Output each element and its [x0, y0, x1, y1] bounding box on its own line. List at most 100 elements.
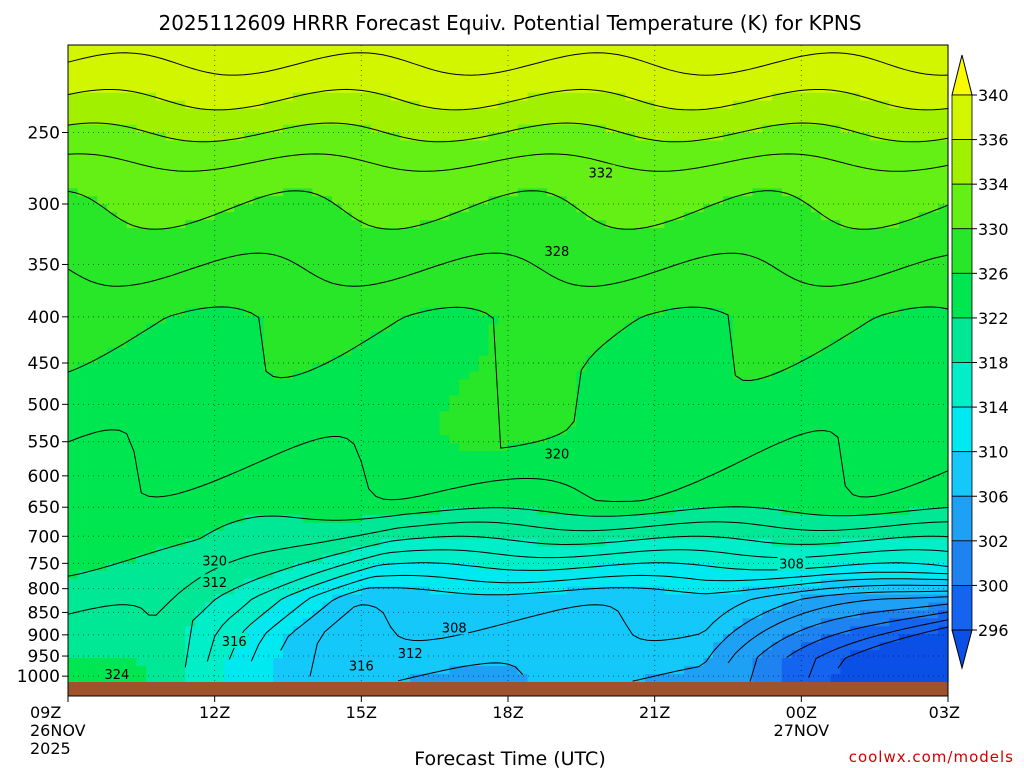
- field-cell: [488, 76, 499, 86]
- field-cell: [615, 586, 626, 596]
- field-cell: [644, 228, 656, 237]
- field-cell: [68, 204, 79, 213]
- field-cell: [576, 379, 587, 388]
- field-cell: [332, 387, 343, 396]
- field-cell: [332, 196, 343, 205]
- field-cell: [332, 618, 343, 627]
- field-cell: [605, 339, 617, 349]
- field-cell: [273, 124, 284, 134]
- field-cell: [244, 610, 255, 619]
- field-cell: [77, 228, 89, 237]
- field-cell: [341, 387, 353, 396]
- field-cell: [654, 148, 666, 158]
- field-cell: [165, 236, 177, 245]
- field-cell: [68, 650, 79, 659]
- field-cell: [273, 196, 284, 205]
- field-cell: [420, 204, 431, 213]
- field-cell: [420, 371, 431, 381]
- field-cell: [136, 188, 147, 197]
- field-cell: [498, 498, 509, 508]
- field-cell: [635, 395, 646, 404]
- field-cell: [156, 283, 167, 293]
- field-cell: [185, 562, 196, 572]
- field-cell: [400, 100, 411, 110]
- field-cell: [185, 84, 196, 94]
- field-cell: [439, 76, 450, 86]
- field-cell: [439, 490, 450, 500]
- field-cell: [68, 443, 79, 452]
- field-cell: [420, 116, 431, 126]
- field-cell: [449, 427, 460, 436]
- field-cell: [517, 355, 529, 365]
- field-cell: [312, 387, 323, 396]
- field-cell: [420, 642, 431, 651]
- field-cell: [498, 236, 509, 245]
- field-cell: [586, 236, 597, 245]
- field-cell: [156, 482, 167, 492]
- field-cell: [107, 60, 118, 70]
- field-cell: [664, 411, 675, 420]
- field-cell: [263, 164, 274, 173]
- field-cell: [283, 236, 294, 245]
- field-cell: [625, 283, 636, 293]
- field-cell: [253, 60, 265, 70]
- field-cell: [204, 100, 216, 110]
- field-cell: [97, 562, 108, 572]
- field-cell: [97, 387, 108, 396]
- field-cell: [68, 140, 79, 150]
- field-cell: [263, 140, 274, 150]
- field-cell: [77, 148, 89, 158]
- field-cell: [204, 140, 216, 150]
- field-cell: [165, 132, 177, 142]
- field-cell: [68, 403, 79, 412]
- field-cell: [371, 578, 382, 588]
- field-cell: [253, 331, 265, 341]
- field-cell: [478, 562, 490, 572]
- field-cell: [371, 650, 382, 659]
- field-cell: [156, 323, 167, 333]
- field-cell: [615, 212, 626, 221]
- field-cell: [165, 554, 177, 564]
- field-cell: [146, 642, 157, 651]
- field-cell: [165, 674, 177, 683]
- field-cell: [478, 594, 490, 603]
- field-cell: [136, 116, 147, 126]
- field-cell: [478, 60, 490, 70]
- field-cell: [204, 459, 216, 468]
- field-cell: [664, 259, 675, 269]
- field-cell: [361, 546, 372, 556]
- field-cell: [410, 140, 421, 150]
- field-cell: [664, 618, 675, 627]
- field-cell: [351, 124, 362, 134]
- field-cell: [566, 307, 578, 317]
- field-cell: [644, 252, 656, 261]
- field-cell: [410, 283, 421, 293]
- field-cell: [654, 212, 666, 221]
- field-cell: [312, 76, 323, 86]
- field-cell: [195, 76, 206, 86]
- field-cell: [478, 650, 490, 659]
- field-cell: [654, 188, 666, 197]
- field-cell: [292, 228, 304, 237]
- field-cell: [527, 124, 538, 134]
- field-cell: [654, 355, 666, 365]
- field-cell: [439, 650, 450, 659]
- field-cell: [547, 331, 558, 341]
- field-cell: [312, 602, 323, 611]
- field-cell: [351, 546, 362, 556]
- field-cell: [586, 459, 597, 468]
- field-cell: [136, 100, 147, 110]
- field-cell: [478, 164, 490, 173]
- field-cell: [332, 666, 343, 675]
- field-cell: [625, 371, 636, 381]
- field-cell: [566, 562, 578, 572]
- field-cell: [625, 634, 636, 643]
- field-cell: [332, 323, 343, 333]
- field-cell: [498, 148, 509, 158]
- field-cell: [380, 602, 392, 611]
- field-cell: [420, 156, 431, 166]
- field-cell: [478, 451, 490, 460]
- field-cell: [312, 236, 323, 245]
- field-cell: [322, 132, 333, 142]
- field-cell: [625, 275, 636, 285]
